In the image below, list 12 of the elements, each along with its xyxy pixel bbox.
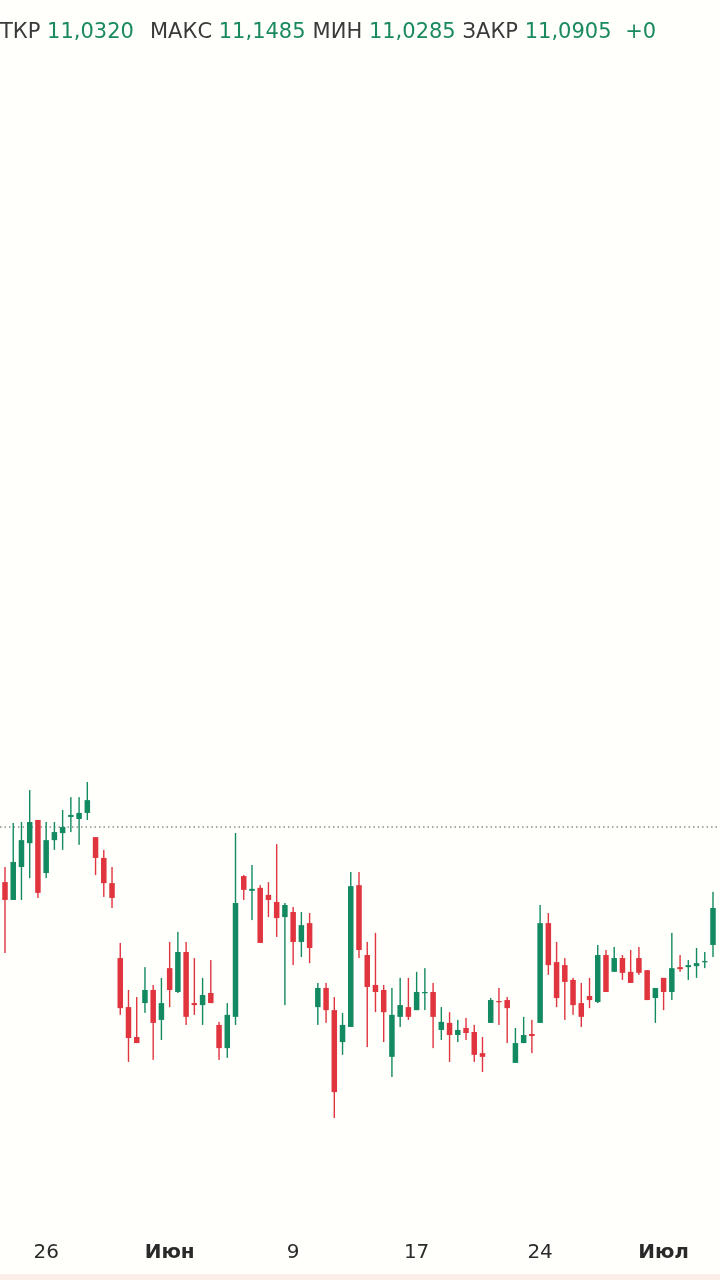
text: ТКР 11,0320 [0,19,134,43]
candlestick [644,970,650,1001]
text: МАКС 11,1485 [150,19,306,43]
x-tick-label: 9 [286,1239,300,1263]
text: ЗАКР 11,0905 [462,19,612,43]
x-tick-label: 26 [33,1239,59,1263]
text: +0 [625,19,657,43]
x-tick-label: Июн [144,1239,195,1263]
text: МИН 11,0285 [312,19,456,43]
x-tick-label: Июл [638,1239,690,1263]
x-tick-label: 17 [403,1239,430,1263]
x-tick-label: 24 [527,1239,553,1263]
